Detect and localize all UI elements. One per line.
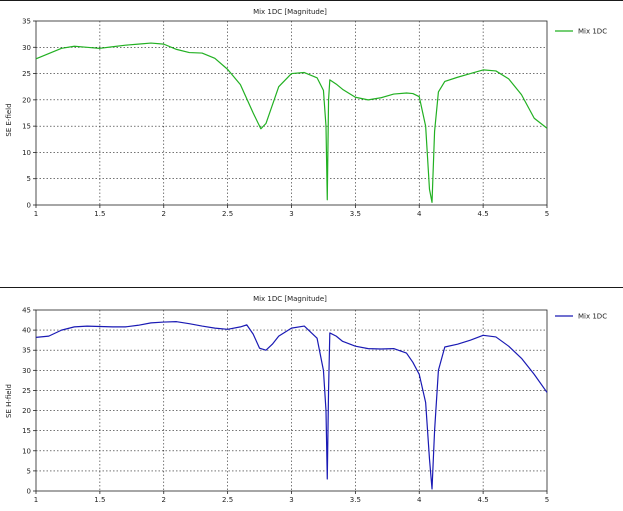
chart-bottom: Mix 1DC [Magnitude] SE H-field 1 1.5 2 2.5 3… — [5, 295, 607, 505]
y-tick-label: 20 — [22, 96, 31, 104]
x-tick-label: 2.5 — [222, 496, 233, 504]
series-line — [35, 321, 548, 490]
y-tick-label: 0 — [27, 488, 31, 496]
plot-area: 1 1.5 2 2.5 3 3.5 4 4.5 5 0 5 10 15 20 25 30 35 — [22, 18, 549, 219]
y-tick-label: 25 — [22, 387, 31, 395]
y-tick-label: 35 — [22, 347, 31, 355]
legend: Mix 1DC — [555, 313, 607, 321]
x-tick-label: 2 — [162, 496, 166, 504]
x-tick-label: 2 — [162, 210, 166, 218]
plot-border — [35, 309, 548, 492]
series-line — [35, 42, 548, 203]
x-tick-label: 1 — [34, 210, 38, 218]
y-tick-label: 15 — [22, 123, 31, 131]
x-tick-label: 2.5 — [222, 210, 233, 218]
y-tick-label: 25 — [22, 70, 31, 78]
y-tick-label: 40 — [22, 327, 31, 335]
x-tick-label: 5 — [545, 210, 549, 218]
y-tick-label: 45 — [22, 307, 31, 315]
legend: Mix 1DC — [555, 28, 607, 36]
chart-title: Mix 1DC [Magnitude] — [253, 8, 327, 16]
y-tick-label: 20 — [22, 407, 31, 415]
y-tick-label: 5 — [27, 175, 31, 183]
x-tick-label: 4.5 — [478, 496, 489, 504]
y-tick-label: 15 — [22, 427, 31, 435]
x-tick-label: 1.5 — [94, 210, 105, 218]
y-tick-label: 30 — [22, 367, 31, 375]
y-axis-label: SE E-field — [5, 103, 13, 136]
x-tick-label: 1 — [34, 496, 38, 504]
x-tick-label: 5 — [545, 496, 549, 504]
x-tick-label: 4 — [417, 496, 422, 504]
x-tick-label: 4.5 — [478, 210, 489, 218]
x-tick-label: 3 — [289, 210, 293, 218]
y-tick-label: 10 — [22, 149, 31, 157]
legend-label: Mix 1DC — [578, 28, 607, 36]
x-tick-label: 3 — [289, 496, 293, 504]
y-tick-label: 10 — [22, 447, 31, 455]
y-tick-label: 30 — [22, 44, 31, 52]
x-tick-label: 4 — [417, 210, 422, 218]
chart-panel-bottom: Mix 1DC [Magnitude] SE H-field 1 1.5 2 2.5 3… — [0, 287, 623, 510]
chart-title: Mix 1DC [Magnitude] — [253, 295, 327, 303]
y-tick-label: 5 — [27, 467, 31, 475]
plot-area: 1 1.5 2 2.5 3 3.5 4 4.5 5 0 5 10 15 20 25 30 35 40 45 — [22, 307, 549, 505]
x-tick-label: 3.5 — [350, 210, 361, 218]
y-tick-label: 0 — [27, 202, 31, 210]
x-tick-label: 3.5 — [350, 496, 361, 504]
legend-label: Mix 1DC — [578, 313, 607, 321]
y-tick-label: 35 — [22, 18, 31, 26]
chart-panel-top: Mix 1DC [Magnitude] SE E-field 1 1.5 2 2.5 3… — [0, 0, 623, 230]
chart-top: Mix 1DC [Magnitude] SE E-field 1 1.5 2 2.5 3… — [5, 8, 607, 219]
x-tick-label: 1.5 — [94, 496, 105, 504]
y-axis-label: SE H-field — [5, 384, 13, 418]
